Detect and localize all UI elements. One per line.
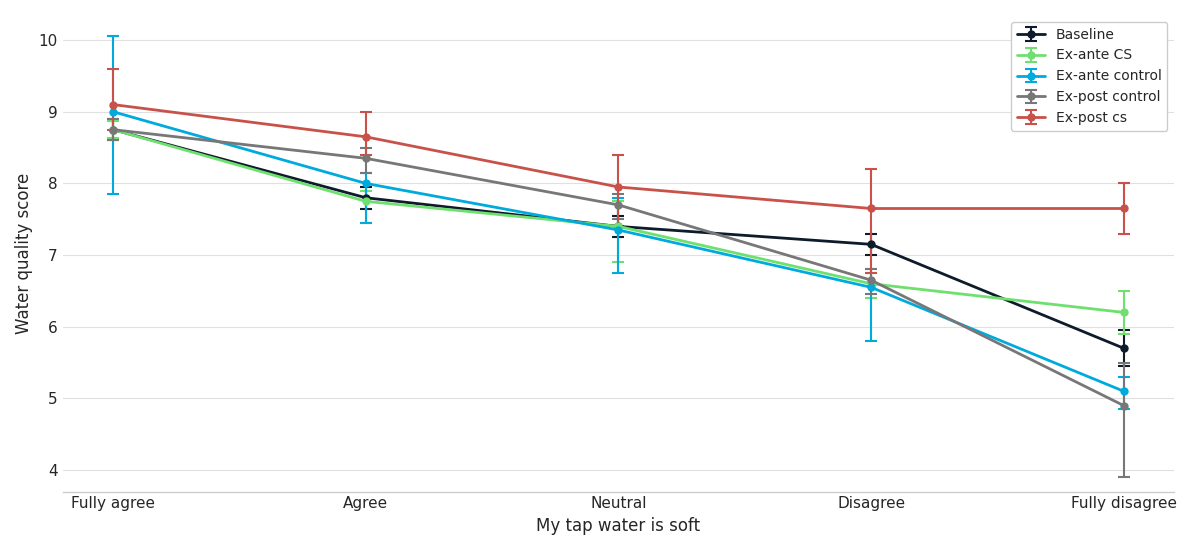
Legend: Baseline, Ex-ante CS, Ex-ante control, Ex-post control, Ex-post cs: Baseline, Ex-ante CS, Ex-ante control, E… xyxy=(1012,22,1168,131)
X-axis label: My tap water is soft: My tap water is soft xyxy=(536,517,701,535)
Y-axis label: Water quality score: Water quality score xyxy=(14,173,34,334)
